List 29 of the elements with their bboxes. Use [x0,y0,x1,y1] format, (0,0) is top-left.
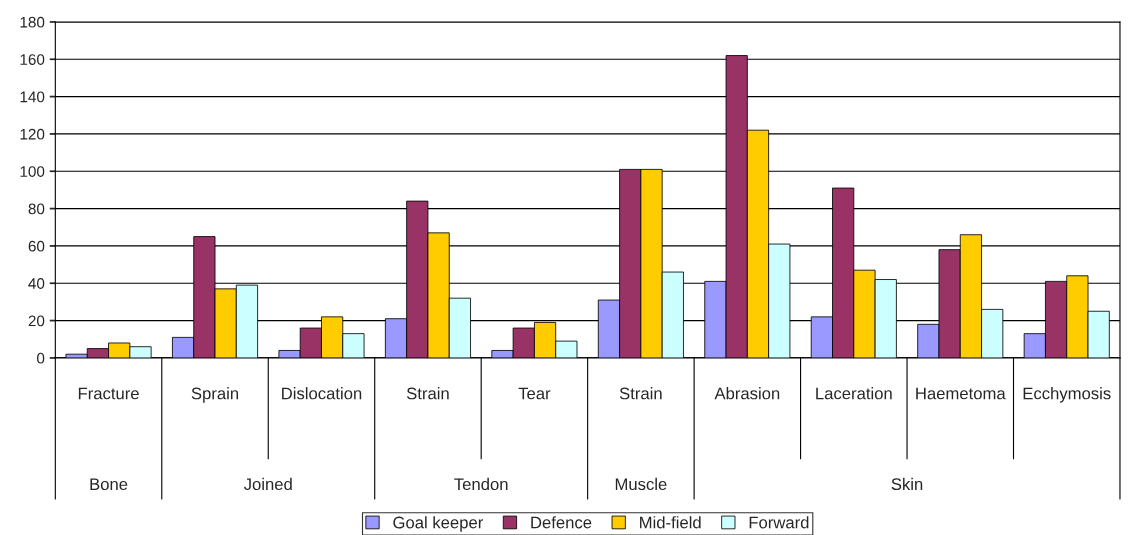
text: Bone [90,478,128,491]
x-tick-label: Sprain [191,387,239,403]
y-tick-label: 40 [28,278,45,289]
x-tick-label: Tear [518,387,551,400]
text: Muscle [615,477,667,491]
y-tick-label: 160 [20,54,45,65]
x-tick-label: Dislocation [282,387,362,400]
text: Tendon [454,477,508,491]
x-tick-label: Fracture [78,387,139,400]
x-tick-label: Ecchymosis [1023,387,1111,403]
x-tick-label: Strain [619,387,662,400]
y-tick-label: 180 [20,16,45,28]
legend-label: Mid-field [640,516,701,529]
x-tick-label: Haemetoma [916,387,1006,400]
legend-label: Forward [749,516,809,529]
y-tick-label: 80 [28,203,45,215]
x-tick-label: Strain [406,387,449,400]
legend-label: Goal keeper [393,516,484,532]
y-tick-label: 140 [20,91,45,103]
text: Skin [891,477,923,491]
y-tick-label: 100 [20,166,45,177]
text: Joined [243,477,292,491]
x-tick-label: Laceration [816,387,892,400]
legend-label: Defence [531,516,592,529]
x-tick-label: Abrasion [714,387,780,400]
y-tick-label: 20 [28,315,45,327]
y-tick-label: 60 [28,240,45,252]
y-tick-label: 0 [37,352,45,364]
y-tick-label: 120 [20,128,45,140]
